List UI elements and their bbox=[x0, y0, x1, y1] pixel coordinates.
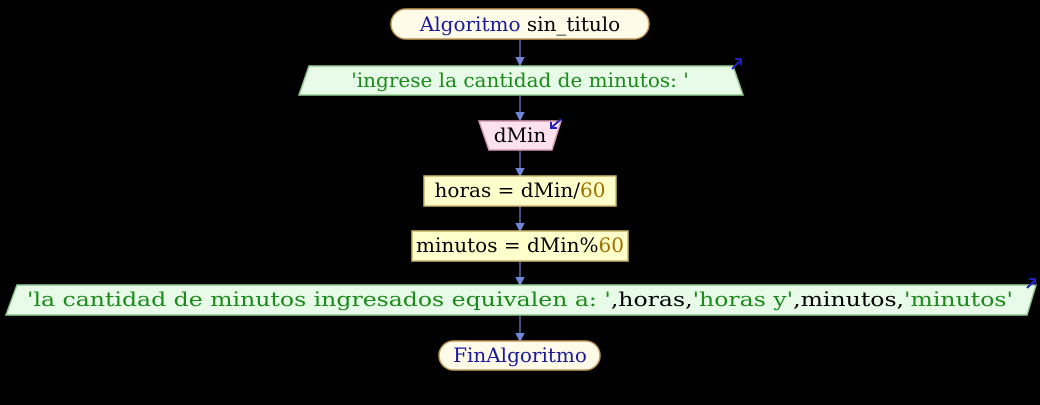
output-prompt-text: 'ingrese la cantidad de minutos: ' bbox=[351, 68, 689, 92]
process-node-minutos[interactable]: minutos = dMin%60 bbox=[411, 230, 629, 262]
output-arrow-icon bbox=[731, 58, 742, 70]
input-arrow-icon bbox=[550, 118, 562, 129]
output-result-var-minutos: minutos bbox=[801, 287, 897, 311]
input-variable: dMin bbox=[494, 123, 547, 147]
separator: , bbox=[611, 287, 618, 311]
start-keyword: Algoritmo bbox=[419, 12, 521, 36]
start-terminal[interactable]: Algoritmo sin_titulo bbox=[390, 8, 650, 40]
output-node-result[interactable]: 'la cantidad de minutos ingresados equiv… bbox=[4, 278, 1038, 316]
process-node-horas[interactable]: horas = dMin/60 bbox=[423, 175, 617, 207]
svg-text:minutos = dMin%60: minutos = dMin%60 bbox=[416, 233, 624, 257]
input-node-dmin[interactable]: dMin bbox=[477, 118, 563, 151]
output-arrow-icon bbox=[1026, 278, 1036, 289]
assign-minutos-expr: minutos = dMin% bbox=[416, 233, 599, 257]
assign-horas-expr: horas = dMin/ bbox=[435, 178, 581, 202]
svg-text:horas = dMin/60: horas = dMin/60 bbox=[435, 178, 606, 202]
output-result-string-3: 'minutos' bbox=[904, 287, 1013, 311]
assign-horas-number: 60 bbox=[580, 178, 605, 202]
output-result-var-horas: horas bbox=[618, 287, 685, 311]
separator: , bbox=[793, 287, 800, 311]
svg-text:Algoritmo sin_titulo: Algoritmo sin_titulo bbox=[419, 12, 620, 36]
end-terminal[interactable]: FinAlgoritmo bbox=[438, 340, 601, 371]
separator: , bbox=[685, 287, 692, 311]
algorithm-name: sin_titulo bbox=[527, 12, 620, 36]
separator: , bbox=[897, 287, 904, 311]
end-keyword: FinAlgoritmo bbox=[453, 343, 587, 367]
output-node-prompt[interactable]: 'ingrese la cantidad de minutos: ' bbox=[297, 58, 745, 96]
svg-text:'la cantidad de minutos ingres: 'la cantidad de minutos ingresados equiv… bbox=[27, 287, 1013, 311]
output-result-string-2: 'horas y' bbox=[693, 287, 794, 311]
assign-minutos-number: 60 bbox=[599, 233, 624, 257]
output-result-string-1: 'la cantidad de minutos ingresados equiv… bbox=[27, 287, 611, 311]
